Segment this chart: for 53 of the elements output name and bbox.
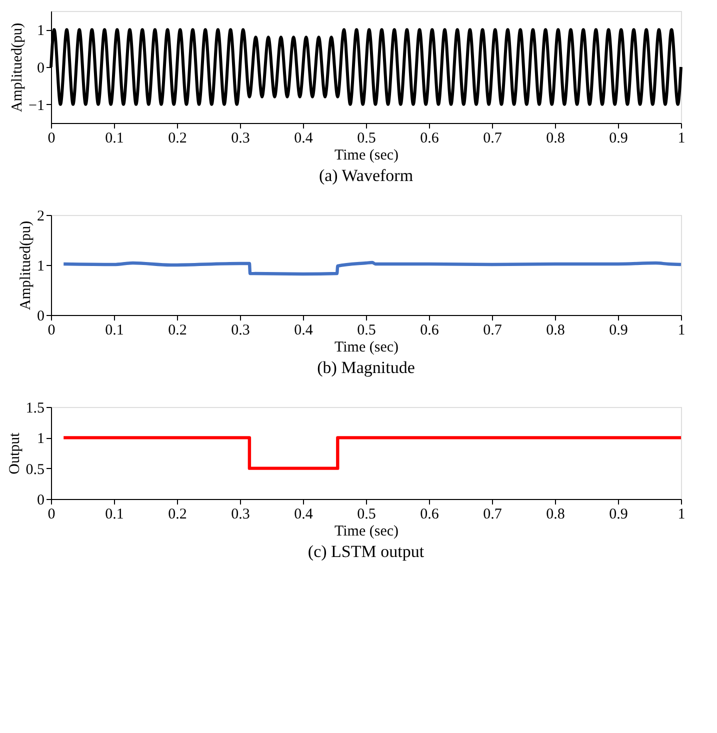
x-tick-label: 0.9 [609, 322, 628, 338]
x-tick-label: 0.3 [231, 506, 250, 522]
x-tick-label: 0.1 [105, 130, 124, 146]
x-tick-label: 0.9 [609, 130, 628, 146]
x-tick-label: 0.5 [357, 322, 376, 338]
y-tick-label: 2 [37, 208, 44, 224]
x-tick-label: 0.3 [231, 130, 250, 146]
x-tick-label: 0.7 [483, 506, 502, 522]
y-tick-label: 0 [37, 492, 44, 508]
x-axis-title: Time (sec) [334, 524, 399, 540]
y-tick-label: 0 [37, 60, 44, 76]
y-tick-label: 1.5 [26, 400, 44, 416]
x-axis-title: Time (sec) [334, 340, 399, 356]
x-tick-label: 0.4 [294, 506, 314, 522]
x-tick-label: 0.7 [483, 130, 502, 146]
x-tick-label: 0.2 [168, 506, 187, 522]
y-tick-label: 0 [37, 308, 44, 324]
x-tick-label: 0.6 [420, 130, 440, 146]
y-axis-title: Amplitued(pu) [10, 22, 26, 112]
x-tick-label: 0.5 [357, 506, 376, 522]
x-tick-label: 0.3 [231, 322, 250, 338]
y-tick-label: −1 [28, 98, 44, 114]
x-tick-label: 0.4 [294, 322, 314, 338]
x-tick-label: 0.7 [483, 322, 502, 338]
x-tick-label: 0.8 [546, 130, 565, 146]
x-tick-label: 0.2 [168, 130, 187, 146]
y-tick-label: 1 [37, 258, 44, 274]
x-tick-label: 0.2 [168, 322, 187, 338]
x-tick-label: 0.6 [420, 506, 440, 522]
x-axis-title: Time (sec) [334, 148, 399, 164]
text: (b) Magnitude [317, 358, 415, 377]
x-tick-label: 0.4 [294, 130, 314, 146]
y-axis-title: Amplitued(pu) [18, 220, 34, 310]
text: (a) Waveform [318, 166, 414, 185]
y-tick-label: 1 [37, 431, 44, 448]
line-series [62, 260, 683, 276]
x-tick-label: 0 [48, 506, 56, 522]
y-axis-title: Output [6, 432, 23, 474]
x-tick-label: 0.8 [546, 506, 565, 522]
text: (c) LSTM output [308, 542, 424, 561]
x-tick-label: 1 [678, 130, 686, 146]
y-tick-label: 0.5 [26, 462, 44, 478]
x-tick-label: 0 [48, 322, 56, 338]
x-tick-label: 0.1 [105, 322, 124, 338]
y-tick-label: 1 [37, 23, 44, 40]
x-tick-label: 0.6 [420, 322, 440, 338]
x-tick-label: 1 [678, 322, 686, 338]
x-tick-label: 0.8 [546, 322, 565, 338]
x-tick-label: 0 [48, 130, 56, 146]
x-tick-label: 0.1 [105, 506, 124, 522]
x-tick-label: 0.9 [609, 506, 628, 522]
x-tick-label: 0.5 [357, 130, 376, 146]
x-tick-label: 1 [678, 506, 686, 522]
